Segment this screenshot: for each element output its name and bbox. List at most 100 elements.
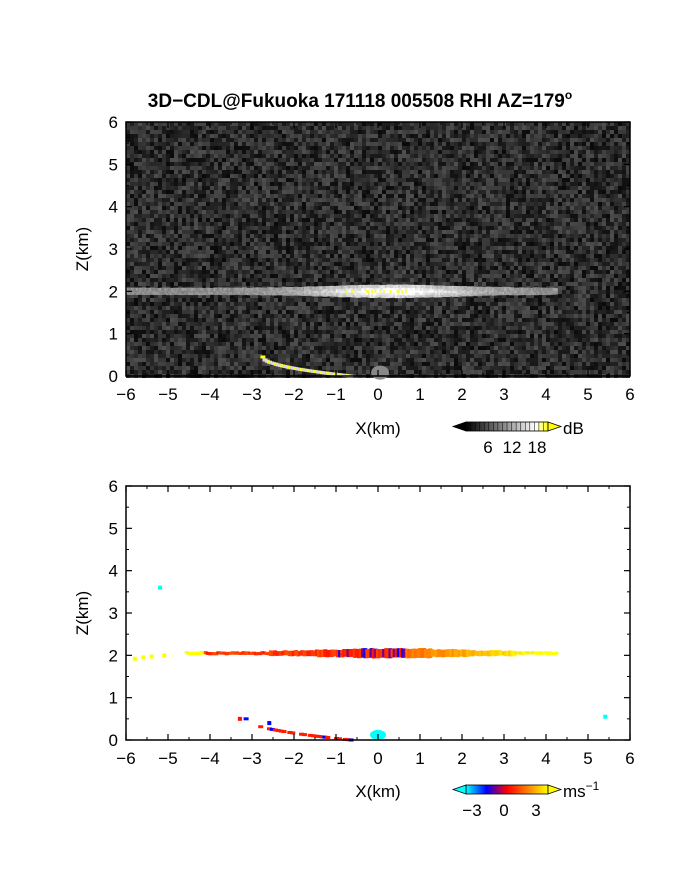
noise-cell [598, 270, 602, 274]
noise-cell [574, 210, 578, 214]
noise-cell [538, 154, 542, 158]
noise-cell [282, 206, 286, 210]
noise-cell [474, 130, 478, 134]
noise-cell [210, 182, 214, 186]
noise-cell [318, 170, 322, 174]
noise-cell [354, 126, 358, 130]
noise-cell [354, 186, 358, 190]
noise-cell [274, 266, 278, 270]
noise-cell [334, 130, 338, 134]
noise-cell [214, 142, 218, 146]
noise-cell [270, 210, 274, 214]
noise-cell [446, 166, 450, 170]
noise-cell [526, 146, 530, 150]
noise-cell [510, 242, 514, 246]
noise-cell [614, 194, 618, 198]
noise-cell [130, 126, 134, 130]
noise-cell [218, 122, 222, 126]
noise-cell [466, 174, 470, 178]
noise-cell [498, 250, 502, 254]
noise-cell [438, 138, 442, 142]
noise-cell [618, 134, 622, 138]
noise-cell [566, 190, 570, 194]
noise-cell [550, 182, 554, 186]
noise-cell [354, 134, 358, 138]
noise-cell [306, 182, 310, 186]
noise-cell [550, 202, 554, 206]
noise-cell [538, 194, 542, 198]
noise-cell [358, 230, 362, 234]
noise-cell [514, 190, 518, 194]
noise-cell [194, 138, 198, 142]
noise-cell [182, 262, 186, 266]
noise-cell [202, 142, 206, 146]
noise-cell [398, 126, 402, 130]
noise-cell [282, 270, 286, 274]
noise-cell [526, 134, 530, 138]
noise-cell [186, 226, 190, 230]
noise-cell [142, 202, 146, 206]
noise-cell [210, 166, 214, 170]
noise-cell [234, 250, 238, 254]
noise-cell [238, 242, 242, 246]
noise-cell [202, 158, 206, 162]
noise-cell [222, 138, 226, 142]
noise-cell [482, 142, 486, 146]
noise-cell [514, 274, 518, 278]
noise-cell [234, 246, 238, 250]
noise-cell [610, 234, 614, 238]
noise-cell [530, 194, 534, 198]
noise-cell [138, 154, 142, 158]
noise-cell [186, 206, 190, 210]
noise-cell [570, 266, 574, 270]
noise-cell [358, 126, 362, 130]
noise-cell [246, 254, 250, 258]
noise-cell [318, 186, 322, 190]
noise-cell [226, 194, 230, 198]
noise-cell [578, 246, 582, 250]
noise-cell [410, 198, 414, 202]
noise-cell [330, 150, 334, 154]
noise-cell [442, 174, 446, 178]
noise-cell [598, 130, 602, 134]
noise-cell [150, 222, 154, 226]
noise-cell [210, 266, 214, 270]
noise-cell [138, 210, 142, 214]
noise-cell [298, 126, 302, 130]
noise-cell [230, 238, 234, 242]
noise-cell [366, 262, 370, 266]
noise-cell [586, 258, 590, 262]
noise-cell [458, 242, 462, 246]
noise-cell [354, 250, 358, 254]
noise-cell [518, 190, 522, 194]
noise-cell [130, 274, 134, 278]
noise-cell [522, 158, 526, 162]
noise-cell [194, 194, 198, 198]
noise-cell [318, 226, 322, 230]
noise-cell [598, 166, 602, 170]
noise-cell [434, 122, 438, 126]
noise-cell [530, 226, 534, 230]
noise-cell [358, 218, 362, 222]
noise-cell [382, 182, 386, 186]
noise-cell [478, 130, 482, 134]
noise-cell [366, 138, 370, 142]
noise-cell [458, 126, 462, 130]
noise-cell [338, 174, 342, 178]
noise-cell [494, 138, 498, 142]
noise-cell [570, 230, 574, 234]
noise-cell [274, 230, 278, 234]
noise-cell [590, 246, 594, 250]
noise-cell [342, 146, 346, 150]
noise-cell [406, 210, 410, 214]
noise-cell [570, 258, 574, 262]
noise-cell [518, 274, 522, 278]
noise-cell [370, 182, 374, 186]
noise-cell [330, 234, 334, 238]
noise-cell [482, 254, 486, 258]
noise-cell [582, 166, 586, 170]
noise-cell [550, 218, 554, 222]
noise-cell [474, 206, 478, 210]
noise-cell [258, 182, 262, 186]
noise-cell [314, 238, 318, 242]
